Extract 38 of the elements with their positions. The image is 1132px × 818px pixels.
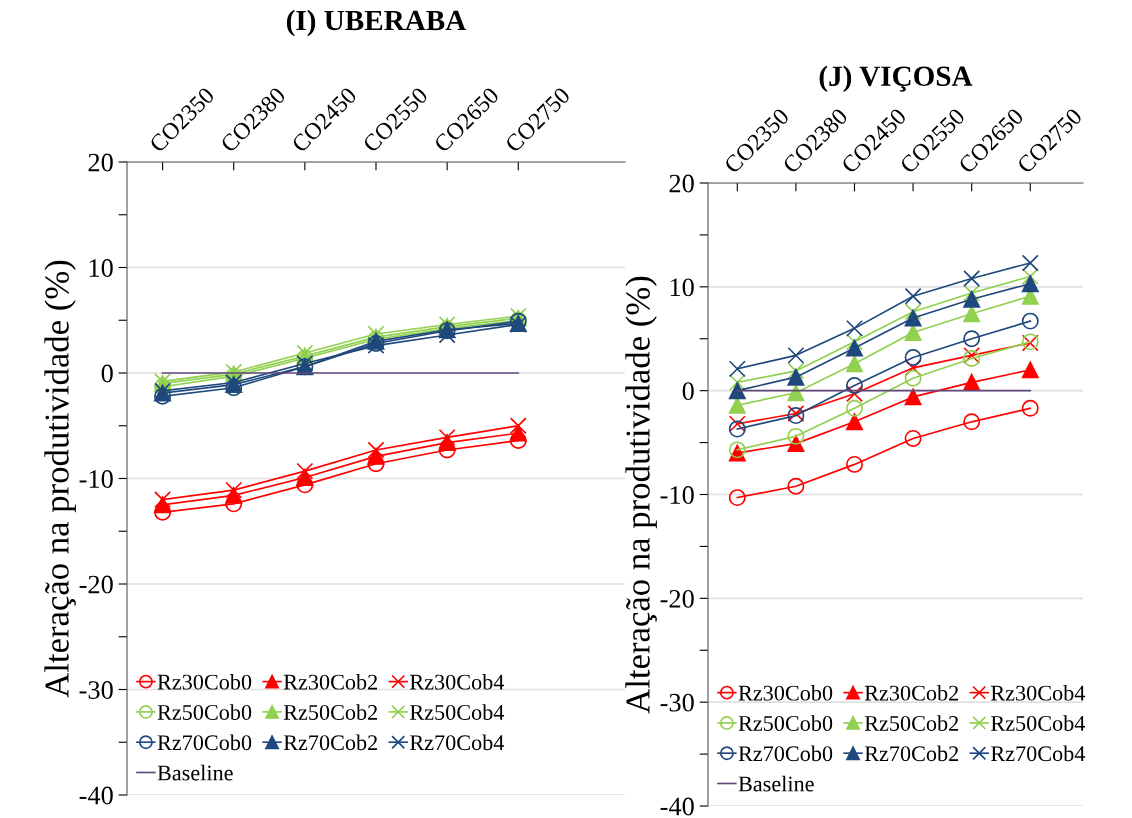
legend-label: Rz30Cob2 — [864, 684, 959, 701]
legend-label: Rz30Cob4 — [990, 684, 1086, 701]
y-tick-label: 10 — [89, 259, 113, 277]
legend-label: Rz30Cob0 — [738, 684, 833, 701]
y-tick-label: 20 — [88, 153, 113, 172]
y-axis-title: Alteração na produtividade (%) — [625, 276, 657, 714]
y-tick-label: -40 — [660, 797, 694, 816]
legend-label: Rz50Cob2 — [864, 715, 959, 731]
legend-label: Rz70Cob2 — [864, 745, 959, 762]
legend-label: Rz50Cob4 — [409, 704, 505, 720]
legend-label: Rz70Cob2 — [283, 734, 378, 751]
y-tick-label: -10 — [79, 470, 113, 488]
y-tick-label: -20 — [79, 575, 113, 594]
legend-label: Rz70Cob4 — [990, 745, 1086, 762]
y-tick-label: 0 — [101, 364, 113, 383]
legend-label: Rz70Cob4 — [409, 734, 505, 751]
chart-title: (I) UBERABA — [286, 9, 467, 37]
y-tick-label: 10 — [670, 278, 694, 297]
legend-label: Rz50Cob4 — [990, 715, 1086, 731]
legend-label: Rz50Cob0 — [738, 715, 833, 731]
y-tick-label: 20 — [669, 174, 694, 193]
legend-label: Baseline — [738, 775, 814, 792]
y-tick-label: -20 — [660, 589, 694, 608]
legend-label: Rz30Cob2 — [283, 673, 378, 690]
y-tick-label: 0 — [682, 382, 694, 401]
legend-label: Rz50Cob2 — [283, 704, 378, 720]
legend-label: Rz50Cob0 — [157, 704, 252, 720]
chart-title: (J) VIÇOSA — [819, 65, 973, 92]
y-axis-title: Alteração na produtividade (%) — [44, 260, 76, 698]
legend-label: Rz70Cob0 — [157, 734, 252, 751]
legend-label: Baseline — [157, 764, 233, 781]
y-tick-label: -40 — [79, 786, 113, 805]
legend-label: Rz30Cob0 — [157, 673, 252, 690]
y-tick-label: -10 — [660, 486, 694, 504]
legend-label: Rz30Cob4 — [409, 673, 505, 690]
legend-label: Rz70Cob0 — [738, 745, 833, 762]
y-tick-label: -30 — [660, 693, 694, 712]
y-tick-label: -30 — [79, 681, 113, 699]
